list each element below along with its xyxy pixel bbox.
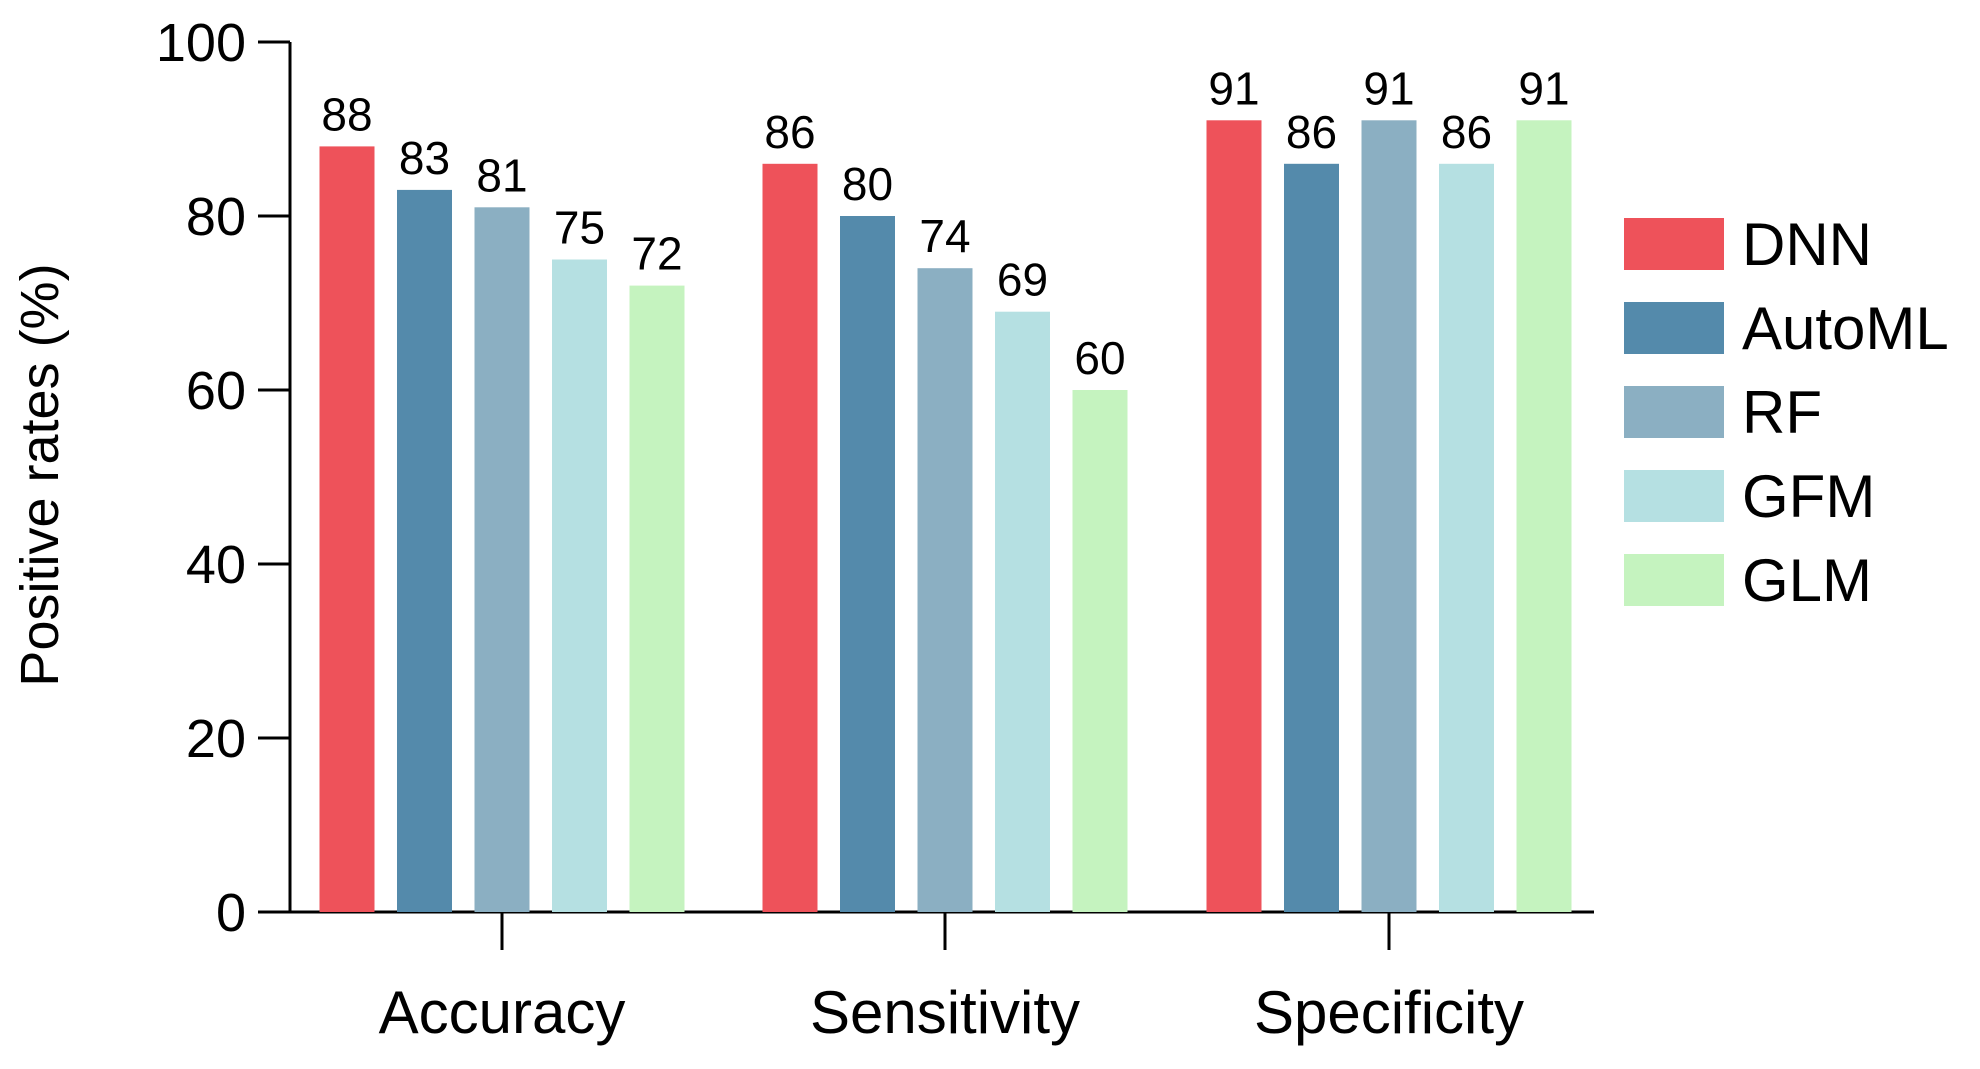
x-tick-label: Accuracy: [379, 979, 626, 1046]
data-label: 80: [842, 158, 893, 210]
data-label: 91: [1208, 62, 1259, 114]
data-label: 86: [1286, 106, 1337, 158]
y-tick-label: 0: [216, 883, 246, 943]
legend-swatch-automl: [1624, 302, 1724, 354]
y-tick-label: 20: [186, 709, 246, 769]
bars: [319, 120, 1572, 913]
legend-swatch-glm: [1624, 554, 1724, 606]
data-label: 91: [1363, 62, 1414, 114]
data-label: 91: [1518, 62, 1569, 114]
bar-glm-specificity: [1516, 120, 1572, 913]
bar-rf-sensitivity: [917, 268, 973, 912]
legend-label-rf: RF: [1742, 379, 1822, 446]
y-tick-label: 80: [186, 187, 246, 247]
bar-dnn-specificity: [1206, 120, 1262, 913]
y-axis: 0 20 40 60 80 100: [156, 13, 292, 943]
legend-swatch-gfm: [1624, 470, 1724, 522]
bar-dnn-sensitivity: [762, 163, 818, 913]
bar-automl-accuracy: [397, 189, 452, 912]
legend-swatch-rf: [1624, 386, 1724, 438]
y-tick-label: 100: [156, 13, 246, 73]
data-label: 81: [476, 149, 527, 201]
bar-gfm-sensitivity: [995, 311, 1050, 912]
data-label: 86: [1441, 106, 1492, 158]
data-label: 72: [631, 228, 682, 280]
data-labels: 88 83 81 75 72 86 80 74 69 60 91 86 91 86 91: [321, 62, 1569, 384]
bar-gfm-accuracy: [552, 259, 607, 912]
y-tick-label: 40: [186, 535, 246, 595]
y-tick-label: 60: [186, 361, 246, 421]
legend-label-automl: AutoML: [1742, 295, 1949, 362]
data-label: 74: [919, 210, 970, 262]
legend-label-glm: GLM: [1742, 547, 1872, 614]
bar-dnn-accuracy: [319, 146, 375, 912]
bar-glm-sensitivity: [1072, 390, 1128, 912]
bar-automl-sensitivity: [840, 216, 895, 912]
y-axis-title: Positive rates (%): [10, 263, 70, 686]
bar-gfm-specificity: [1439, 163, 1494, 913]
legend-label-dnn: DNN: [1742, 211, 1872, 278]
bar-rf-accuracy: [474, 207, 530, 913]
bar-automl-specificity: [1284, 163, 1339, 913]
data-label: 86: [764, 106, 815, 158]
x-tick-label: Specificity: [1254, 979, 1524, 1046]
x-axis: Accuracy Sensitivity Specificity: [290, 910, 1594, 1046]
data-label: 75: [554, 202, 605, 254]
legend-label-gfm: GFM: [1742, 463, 1875, 530]
data-label: 69: [997, 254, 1048, 306]
x-tick-label: Sensitivity: [810, 979, 1080, 1046]
legend-swatch-dnn: [1624, 218, 1724, 270]
legend: DNN AutoML RF GFM GLM: [1624, 211, 1949, 614]
bar-glm-accuracy: [629, 285, 685, 913]
data-label: 60: [1074, 332, 1125, 384]
data-label: 83: [399, 132, 450, 184]
data-label: 88: [321, 88, 372, 140]
bar-rf-specificity: [1361, 120, 1417, 913]
